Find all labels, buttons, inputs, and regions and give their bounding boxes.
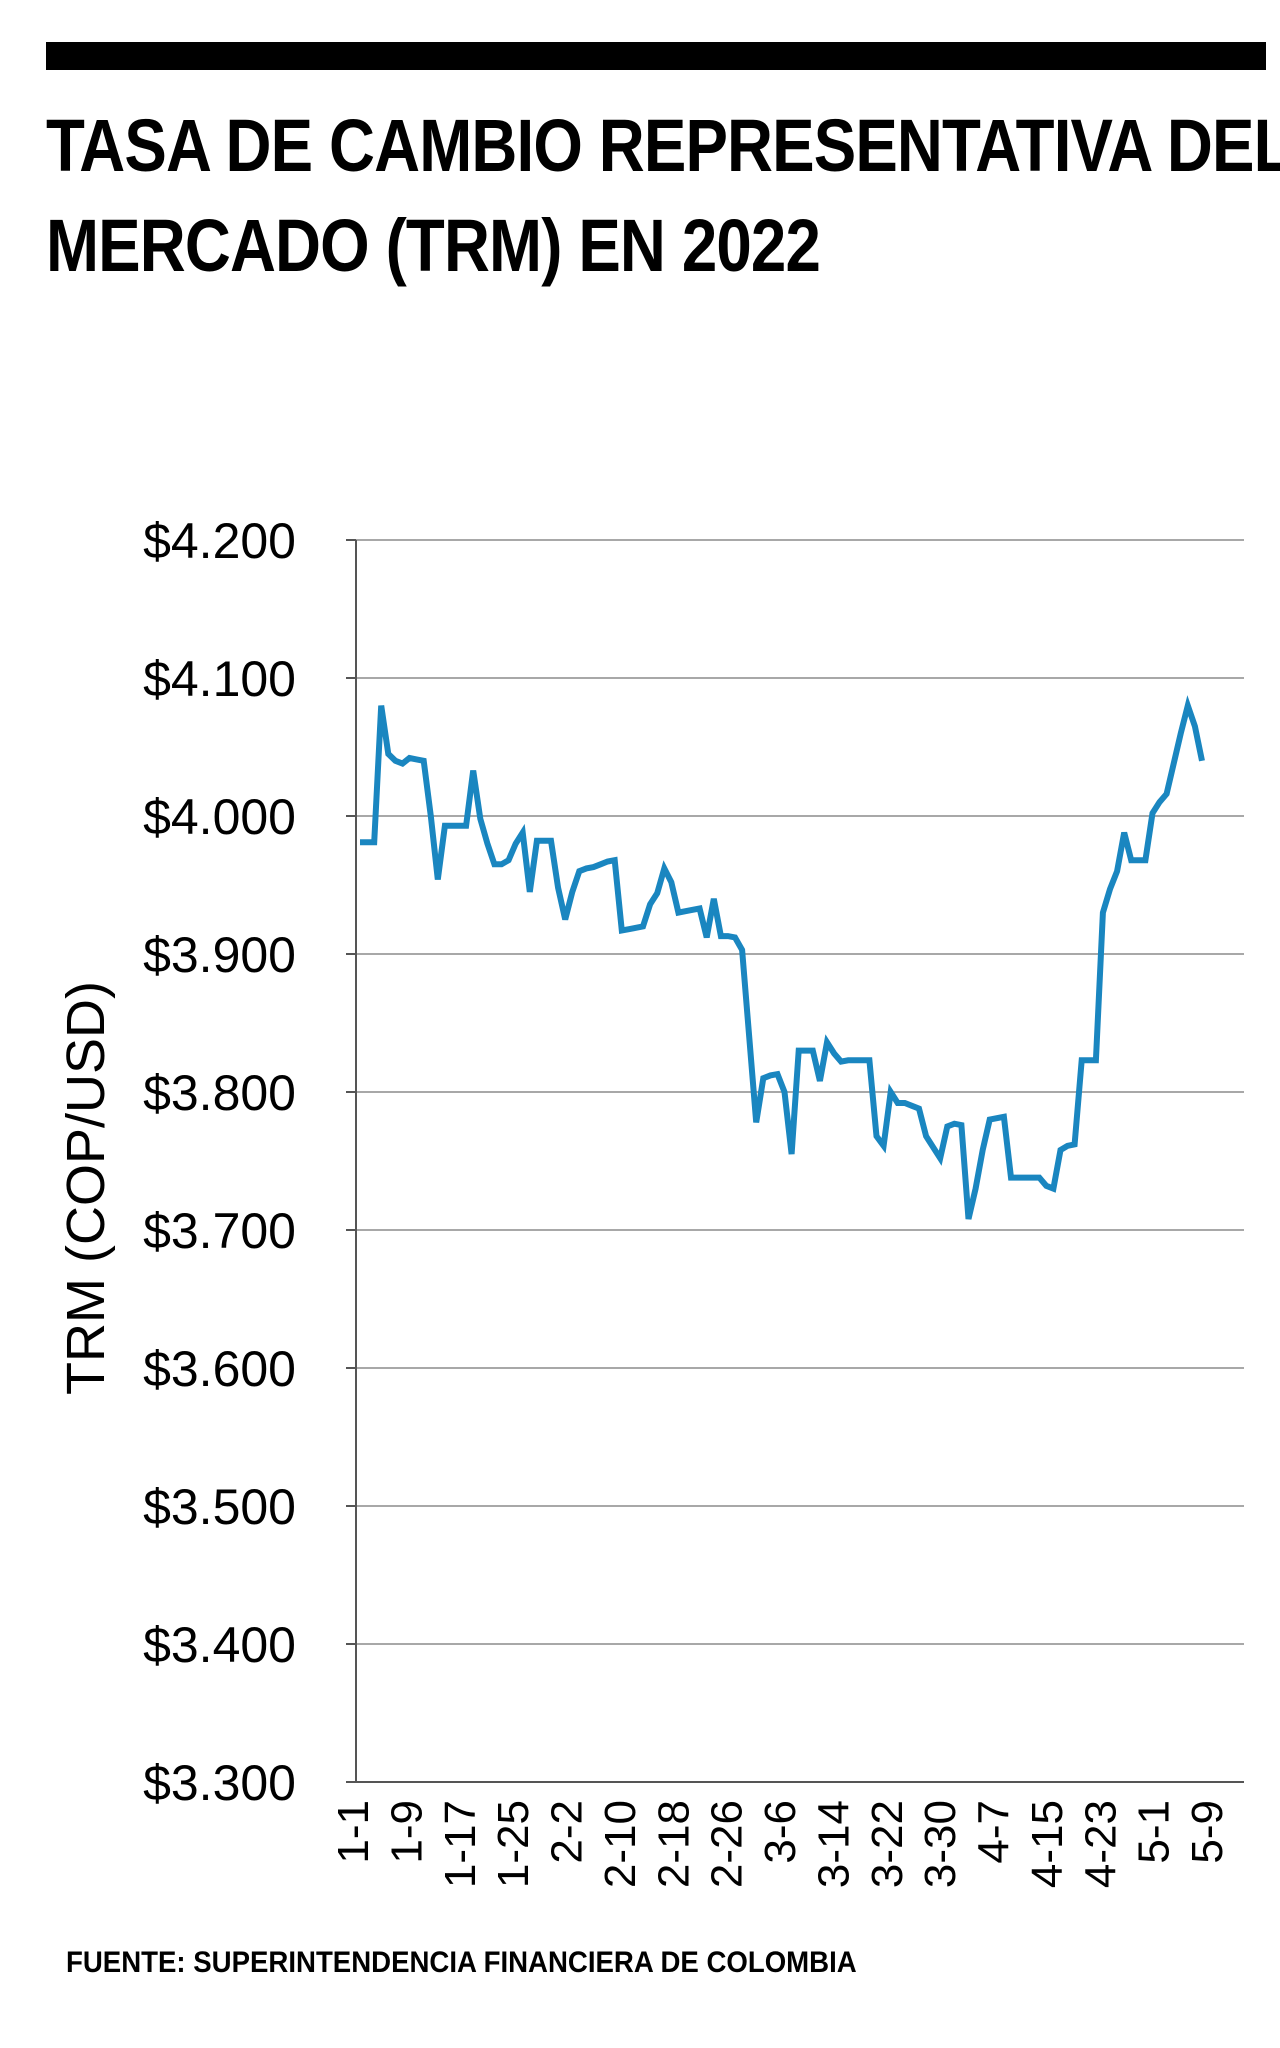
series-lines: [360, 695, 1205, 1220]
x-tick-label: 4-7: [970, 1800, 1019, 1864]
y-tick-label: $4.000: [143, 789, 296, 845]
y-tick-label: $3.700: [143, 1203, 296, 1259]
source-note: FUENTE: SUPERINTENDENCIA FINANCIERA DE C…: [66, 1946, 857, 1979]
y-tick-label: $3.400: [143, 1617, 296, 1673]
y-tick-labels: $3.300 $3.400 $3.500 $3.600 $3.700 $3.800 $3.9…: [143, 513, 296, 1811]
x-tick-label: 1-1: [329, 1800, 378, 1864]
chart-title: TASA DE CAMBIO REPRESENTATIVA DEL MERCAD…: [46, 96, 1280, 296]
x-tick-label: 3-22: [863, 1800, 912, 1888]
y-tick-label: $4.100: [143, 651, 296, 707]
x-tick-label: 1-25: [489, 1800, 538, 1888]
x-tick-label: 4-15: [1023, 1800, 1072, 1888]
x-tick-label: 2-2: [543, 1800, 592, 1864]
series-line: [360, 695, 1205, 1220]
x-tick-label: 3-6: [756, 1800, 805, 1864]
x-tick-label: 1-17: [436, 1800, 485, 1888]
y-tick-label: $3.800: [143, 1065, 296, 1121]
x-tick-label: 2-18: [649, 1800, 698, 1888]
chart-title-line-2: MERCADO (TRM) EN 2022: [46, 204, 821, 287]
x-tick-label: 4-23: [1076, 1800, 1125, 1888]
y-tick-label: $3.900: [143, 927, 296, 983]
x-tick-labels: 1-1 1-9 1-17 1-25 2-2 2-10 2-18 2-26 3-6 3-14 3-22…: [329, 1800, 1232, 1888]
grid-lines: [356, 539, 1244, 1645]
line-chart: $3.300 $3.400 $3.500 $3.600 $3.700 $3.800 $3.9…: [56, 513, 1244, 1888]
chart-title-line-1: TASA DE CAMBIO REPRESENTATIVA DEL: [46, 104, 1280, 187]
x-tick-label: 2-10: [596, 1800, 645, 1888]
x-tick-label: 3-30: [916, 1800, 965, 1888]
top-rule: [46, 42, 1266, 70]
y-axis-label: TRM (COP/USD): [56, 981, 116, 1395]
x-tick-label: 2-26: [703, 1800, 752, 1888]
y-tick-label: $3.300: [143, 1755, 296, 1811]
y-tick-label: $4.200: [143, 513, 296, 569]
y-tick-label: $3.500: [143, 1479, 296, 1535]
x-tick-label: 1-9: [382, 1800, 431, 1864]
y-tick-label: $3.600: [143, 1341, 296, 1397]
x-tick-label: 5-9: [1183, 1800, 1232, 1864]
x-tick-label: 3-14: [809, 1800, 858, 1888]
x-tick-label: 5-1: [1130, 1800, 1179, 1864]
axes: [346, 539, 1244, 1783]
